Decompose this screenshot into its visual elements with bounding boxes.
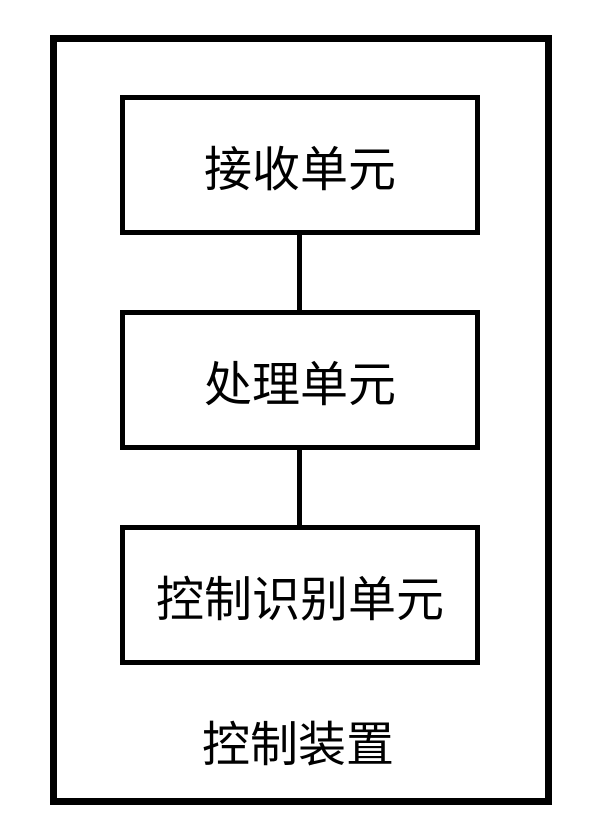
control-recognition-unit-box: 控制识别单元: [120, 525, 480, 665]
control-recognition-unit-label: 控制识别单元: [156, 560, 444, 630]
process-unit-box: 处理单元: [120, 310, 480, 450]
receive-unit-label: 接收单元: [204, 130, 396, 200]
connector-2: [297, 450, 302, 525]
receive-unit-box: 接收单元: [120, 95, 480, 235]
device-label: 控制装置: [202, 705, 394, 775]
process-unit-label: 处理单元: [204, 345, 396, 415]
connector-1: [297, 235, 302, 310]
